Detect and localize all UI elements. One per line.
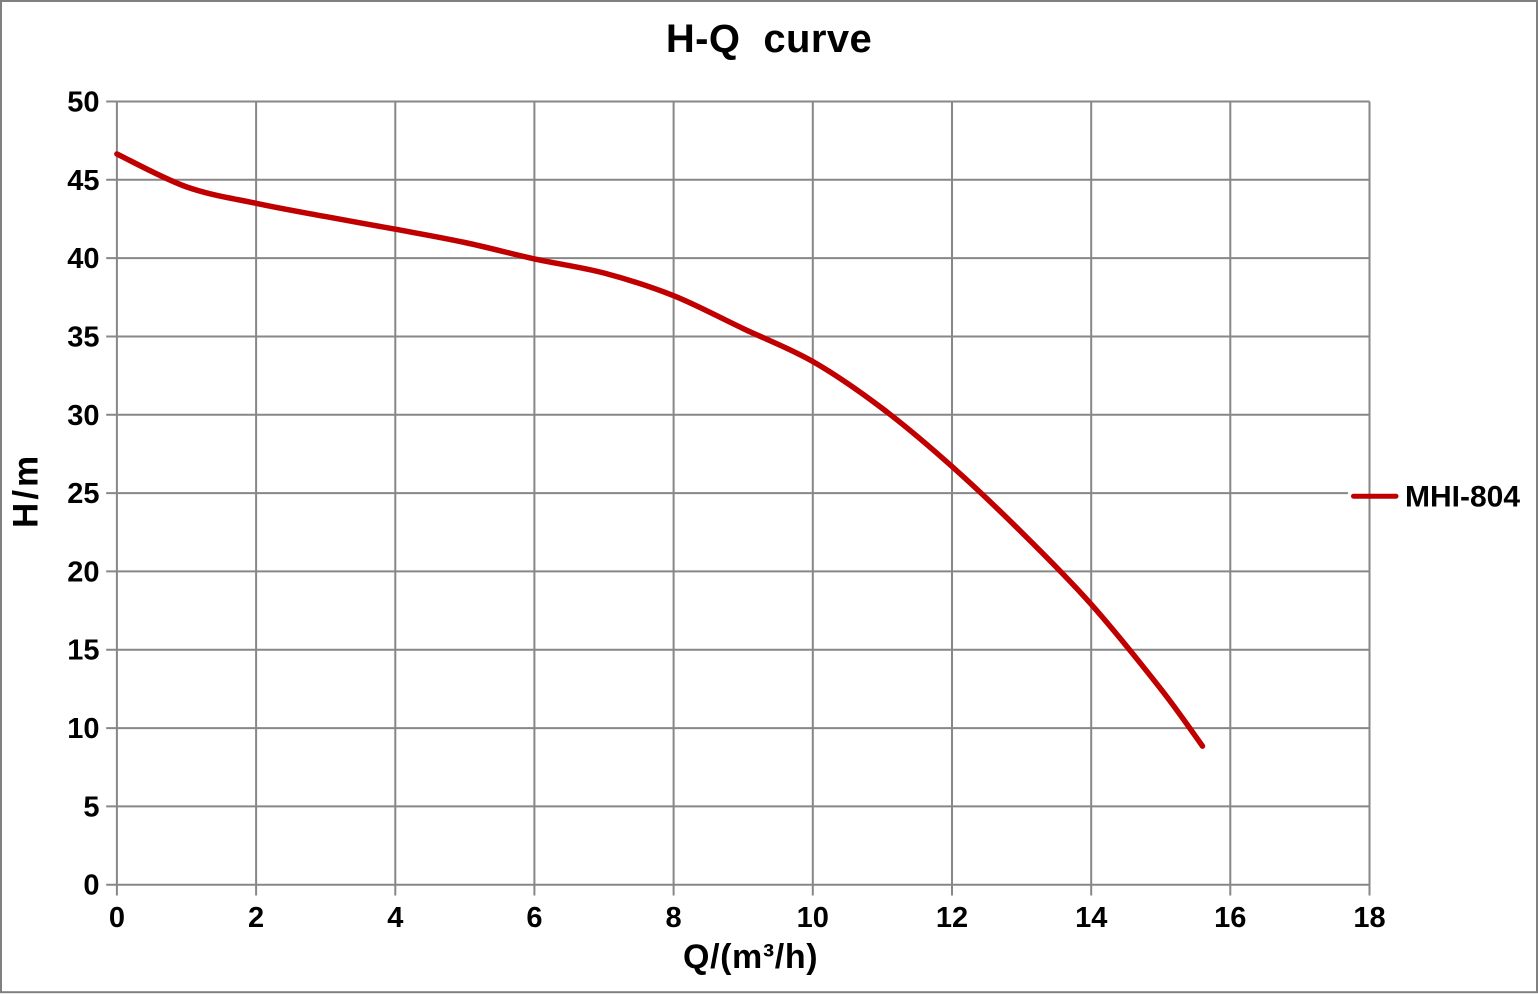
svg-text:15: 15 <box>67 635 99 667</box>
svg-text:12: 12 <box>936 902 968 934</box>
svg-text:MHI-804: MHI-804 <box>1405 480 1520 513</box>
svg-text:10: 10 <box>797 902 829 934</box>
svg-text:0: 0 <box>83 870 99 902</box>
svg-text:6: 6 <box>526 902 542 934</box>
svg-text:45: 45 <box>67 165 99 197</box>
svg-text:50: 50 <box>67 87 99 119</box>
svg-text:30: 30 <box>67 400 99 432</box>
svg-text:40: 40 <box>67 243 99 275</box>
svg-text:16: 16 <box>1214 902 1246 934</box>
svg-text:2: 2 <box>248 902 264 934</box>
svg-text:5: 5 <box>83 791 99 823</box>
svg-text:35: 35 <box>67 322 99 354</box>
svg-text:10: 10 <box>67 713 99 745</box>
svg-text:H-Q curve: H-Q curve <box>666 17 872 61</box>
svg-text:8: 8 <box>666 902 682 934</box>
svg-text:Q/(m³/h): Q/(m³/h) <box>683 938 818 976</box>
svg-text:0: 0 <box>109 902 125 934</box>
svg-text:14: 14 <box>1075 902 1107 934</box>
svg-text:H/m: H/m <box>7 453 46 528</box>
svg-text:25: 25 <box>67 478 99 510</box>
svg-text:20: 20 <box>67 556 99 588</box>
svg-text:18: 18 <box>1353 902 1385 934</box>
svg-text:4: 4 <box>387 902 403 934</box>
